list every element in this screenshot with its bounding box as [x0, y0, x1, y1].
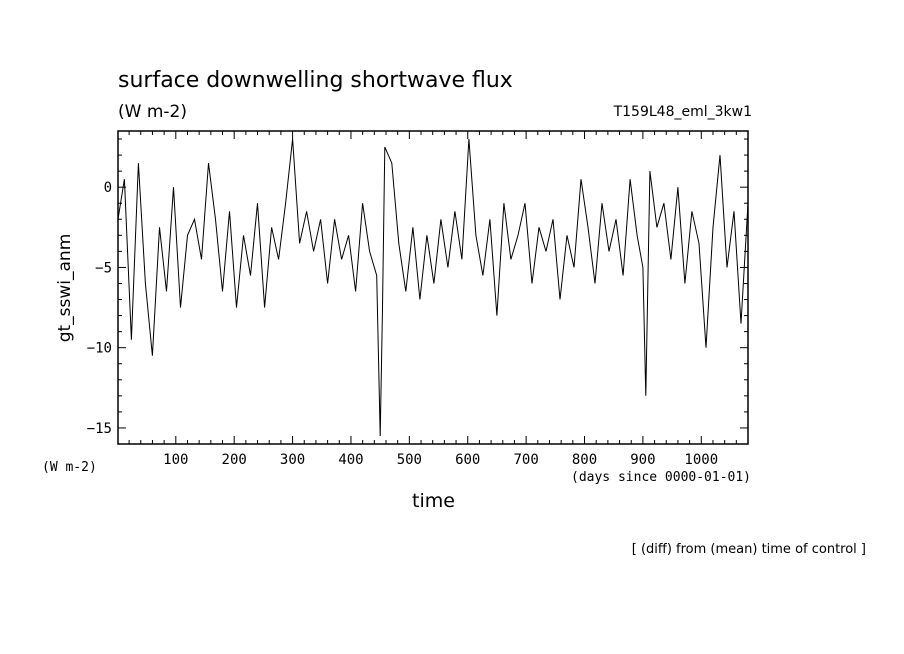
y-tick-label: 0 — [104, 180, 112, 196]
y-tick-label: −10 — [87, 341, 112, 357]
footnote: [ (diff) from (mean) time of control ] — [631, 542, 866, 557]
y-tick-label: −15 — [87, 421, 112, 437]
chart-units: (W m-2) — [118, 102, 187, 122]
x-tick-label: 800 — [572, 452, 597, 468]
x-axis-label: time — [412, 490, 455, 512]
chart-title: surface downwelling shortwave flux — [118, 68, 513, 93]
x-tick-label: 1000 — [684, 452, 718, 468]
experiment-name: T159L48_eml_3kw1 — [613, 104, 752, 120]
y-tick-label: −5 — [95, 260, 112, 276]
x-tick-label: 400 — [338, 452, 363, 468]
x-tick-label: 200 — [222, 452, 247, 468]
x-tick-label: 600 — [455, 452, 480, 468]
x-tick-label: 900 — [630, 452, 655, 468]
y-axis-units: (W m-2) — [42, 460, 97, 475]
x-axis-units: (days since 0000-01-01) — [571, 470, 752, 485]
x-tick-label: 300 — [280, 452, 305, 468]
plot-frame — [117, 130, 749, 445]
x-tick-label: 700 — [513, 452, 538, 468]
x-tick-label: 500 — [397, 452, 422, 468]
data-line — [117, 138, 749, 437]
x-tick-label: 100 — [163, 452, 188, 468]
y-axis-label: gt_sswi_anm — [55, 234, 75, 343]
